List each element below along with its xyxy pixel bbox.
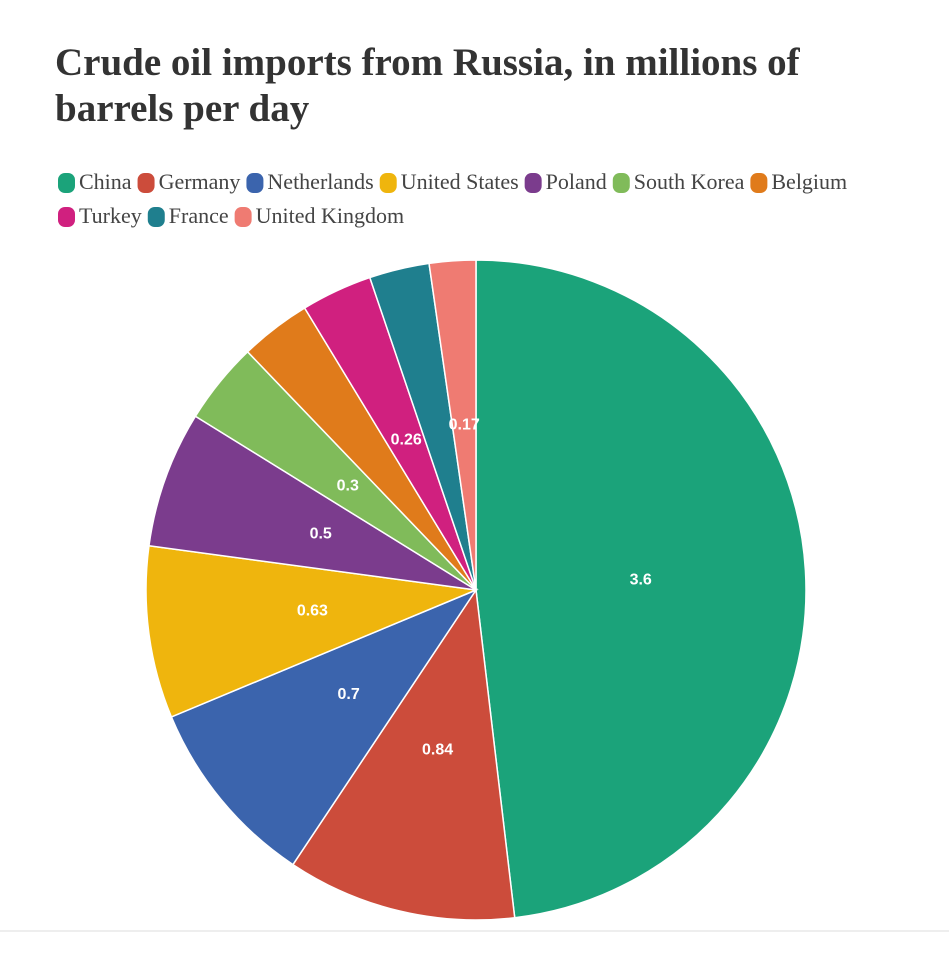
slice-label: 0.63 bbox=[297, 603, 328, 620]
legend-label: United States bbox=[401, 169, 519, 194]
legend-swatch bbox=[147, 207, 165, 227]
legend-swatch bbox=[58, 207, 75, 227]
legend-label: United Kingdom bbox=[256, 203, 405, 228]
slice-label: 0.26 bbox=[391, 432, 422, 449]
pie-slice bbox=[428, 259, 477, 591]
legend-swatch bbox=[246, 173, 264, 193]
legend-label: Belgium bbox=[771, 169, 847, 194]
legend-label: Germany bbox=[159, 169, 241, 194]
legend-label: Netherlands bbox=[267, 169, 373, 194]
legend-swatch bbox=[612, 173, 630, 193]
legend-label: South Korea bbox=[634, 169, 745, 194]
legend-label: France bbox=[169, 203, 229, 228]
legend-swatch bbox=[137, 173, 155, 193]
legend-swatch bbox=[234, 207, 252, 227]
legend-label: China bbox=[79, 169, 132, 194]
legend-swatch bbox=[750, 173, 768, 193]
legend-swatch bbox=[379, 173, 397, 193]
slice-label: 0.84 bbox=[422, 742, 453, 759]
legend-swatch bbox=[58, 173, 75, 193]
chart-title: Crude oil imports from Russia, in millio… bbox=[55, 41, 800, 130]
legend-label: Turkey bbox=[79, 203, 142, 228]
pie-slice bbox=[148, 415, 477, 591]
pie-slice bbox=[145, 544, 479, 718]
slice-label: 0.7 bbox=[337, 686, 359, 703]
pie-slice bbox=[170, 588, 478, 866]
slice-label: 0.3 bbox=[337, 477, 359, 494]
slice-label: 0.17 bbox=[449, 417, 480, 434]
pie-slice bbox=[475, 259, 807, 919]
pie-slice bbox=[291, 587, 516, 921]
slice-label: 3.6 bbox=[630, 572, 652, 589]
legend-label: Poland bbox=[546, 169, 607, 194]
legend-swatch bbox=[524, 173, 542, 193]
slice-label: 0.5 bbox=[310, 526, 332, 543]
